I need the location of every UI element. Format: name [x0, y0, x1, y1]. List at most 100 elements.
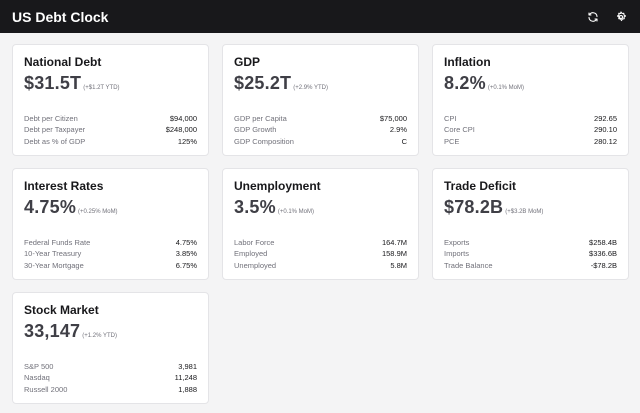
card-title: Stock Market — [24, 303, 99, 317]
detail-label: Core CPI — [444, 125, 475, 134]
detail-label: Debt per Taxpayer — [24, 125, 86, 134]
detail-list: Debt per Citizen $94,000 Debt per Taxpaye… — [24, 113, 197, 148]
detail-value: 280.12 — [594, 136, 617, 146]
card-trade-deficit: Trade Deficit $78.2B (+$3.2B MoM) Export… — [432, 168, 629, 280]
detail-label: Russell 2000 — [24, 384, 68, 394]
detail-list: Labor Force 164.7M Employed 158.9M Unemplo… — [234, 237, 407, 272]
detail-row: Exports $258.4B — [444, 237, 617, 249]
detail-label: S&P 500 — [24, 361, 54, 371]
detail-value: $94,000 — [169, 113, 197, 123]
metric-value: $31.5T — [24, 73, 82, 93]
detail-label: 10-Year Treasury — [24, 249, 82, 258]
detail-list: S&P 500 3,981 Nasdaq 11,248 Russell 2000 1,… — [24, 361, 197, 396]
metric-value: 33,147 — [24, 321, 81, 341]
detail-row: S&P 500 3,981 — [24, 361, 197, 373]
detail-label: Debt as % of GDP — [24, 136, 86, 146]
card-title: National Debt — [24, 55, 102, 69]
settings-icon[interactable] — [614, 10, 628, 24]
detail-value: 1,888 — [178, 384, 197, 394]
card-title: Trade Deficit — [444, 179, 517, 193]
detail-value: 164.7M — [381, 237, 407, 247]
detail-row: GDP Composition C — [234, 136, 407, 148]
metric-change: (+$3.2B MoM) — [505, 209, 544, 215]
metric-value: $78.2B — [444, 197, 504, 217]
detail-label: Federal Funds Rate — [24, 237, 91, 247]
detail-row: Labor Force 164.7M — [234, 237, 407, 249]
detail-row: CPI 292.65 — [444, 113, 617, 125]
detail-row: Employed 158.9M — [234, 248, 407, 260]
detail-value: 125% — [177, 136, 197, 146]
detail-list: GDP per Capita $75,000 GDP Growth 2.9% GDP… — [234, 113, 407, 148]
card-title: GDP — [234, 55, 261, 69]
detail-row: Debt per Taxpayer $248,000 — [24, 124, 197, 136]
metric-change: (+0.1% MoM) — [277, 209, 315, 215]
detail-label: GDP per Capita — [234, 113, 287, 123]
detail-label: 30-Year Mortgage — [24, 260, 84, 270]
card-inflation: Inflation 8.2% (+0.1% MoM) CPI 292.65 Cor… — [432, 44, 629, 156]
detail-value: 5.8M — [390, 260, 407, 270]
card-unemployment: Unemployment 3.5% (+0.1% MoM) Labor Forc… — [222, 168, 419, 280]
detail-row: Unemployed 5.8M — [234, 260, 407, 272]
detail-label: Imports — [444, 249, 470, 258]
detail-list: Federal Funds Rate 4.75% 10-Year Treasury… — [24, 237, 197, 272]
metric-change: (+0.1% MoM) — [487, 85, 525, 91]
metric-value: 3.5% — [234, 197, 276, 217]
detail-label: PCE — [444, 136, 460, 146]
detail-label: CPI — [444, 113, 457, 123]
detail-value: 2.9% — [389, 125, 407, 134]
detail-row: Debt as % of GDP 125% — [24, 136, 197, 148]
refresh-icon[interactable] — [586, 10, 600, 24]
metric-change: (+2.9% YTD) — [293, 85, 328, 91]
detail-label: Exports — [444, 237, 470, 247]
detail-label: Employed — [234, 249, 268, 258]
detail-row: Core CPI 290.10 — [444, 124, 617, 136]
metric-value: 8.2% — [444, 73, 486, 93]
metric-change: (+0.25% MoM) — [78, 209, 118, 215]
detail-row: Federal Funds Rate 4.75% — [24, 237, 197, 249]
card-national-debt: National Debt $31.5T (+$1.2T YTD) Debt p… — [12, 44, 209, 156]
detail-row: PCE 280.12 — [444, 136, 617, 148]
detail-row: Nasdaq 11,248 — [24, 372, 197, 384]
detail-value: $248,000 — [165, 125, 197, 134]
detail-label: Debt per Citizen — [24, 113, 78, 123]
top-actions — [586, 10, 628, 24]
detail-row: 30-Year Mortgage 6.75% — [24, 260, 197, 272]
detail-row: Trade Balance -$78.2B — [444, 260, 617, 272]
top-bar: US Debt Clock — [0, 0, 640, 33]
detail-value: C — [401, 136, 407, 146]
metric-change: (+1.2% YTD) — [82, 333, 117, 339]
card-interest-rates: Interest Rates 4.75% (+0.25% MoM) Federa… — [12, 168, 209, 280]
card-title: Inflation — [444, 55, 491, 69]
card-title: Interest Rates — [24, 179, 104, 193]
detail-value: 290.10 — [594, 125, 617, 134]
detail-value: 3,981 — [178, 361, 197, 371]
detail-list: CPI 292.65 Core CPI 290.10 PCE 280.12 — [444, 113, 617, 148]
detail-label: GDP Growth — [234, 125, 277, 134]
detail-label: Trade Balance — [444, 260, 493, 270]
detail-row: Debt per Citizen $94,000 — [24, 113, 197, 125]
detail-row: GDP per Capita $75,000 — [234, 113, 407, 125]
detail-label: Unemployed — [234, 260, 277, 270]
metrics-grid: National Debt $31.5T (+$1.2T YTD) Debt p… — [12, 44, 629, 404]
detail-value: 11,248 — [174, 373, 197, 382]
detail-value: 158.9M — [381, 249, 407, 258]
detail-row: Imports $336.6B — [444, 248, 617, 260]
metric-value: $25.2T — [234, 73, 292, 93]
detail-row: Russell 2000 1,888 — [24, 384, 197, 396]
detail-value: 6.75% — [175, 260, 197, 270]
detail-value: $75,000 — [379, 113, 407, 123]
detail-list: Exports $258.4B Imports $336.6B Trade Bala… — [444, 237, 617, 272]
detail-label: Labor Force — [234, 237, 275, 247]
detail-value: 292.65 — [594, 113, 617, 123]
detail-row: GDP Growth 2.9% — [234, 124, 407, 136]
detail-value: 3.85% — [175, 249, 197, 258]
detail-label: Nasdaq — [24, 373, 50, 382]
detail-value: 4.75% — [175, 237, 197, 247]
metric-change: (+$1.2T YTD) — [83, 85, 120, 91]
detail-value: $336.6B — [589, 249, 617, 258]
metric-value: 4.75% — [24, 197, 77, 217]
detail-label: GDP Composition — [234, 136, 294, 146]
detail-row: 10-Year Treasury 3.85% — [24, 248, 197, 260]
card-gdp: GDP $25.2T (+2.9% YTD) GDP per Capita $75… — [222, 44, 419, 156]
app-title: US Debt Clock — [12, 8, 109, 25]
